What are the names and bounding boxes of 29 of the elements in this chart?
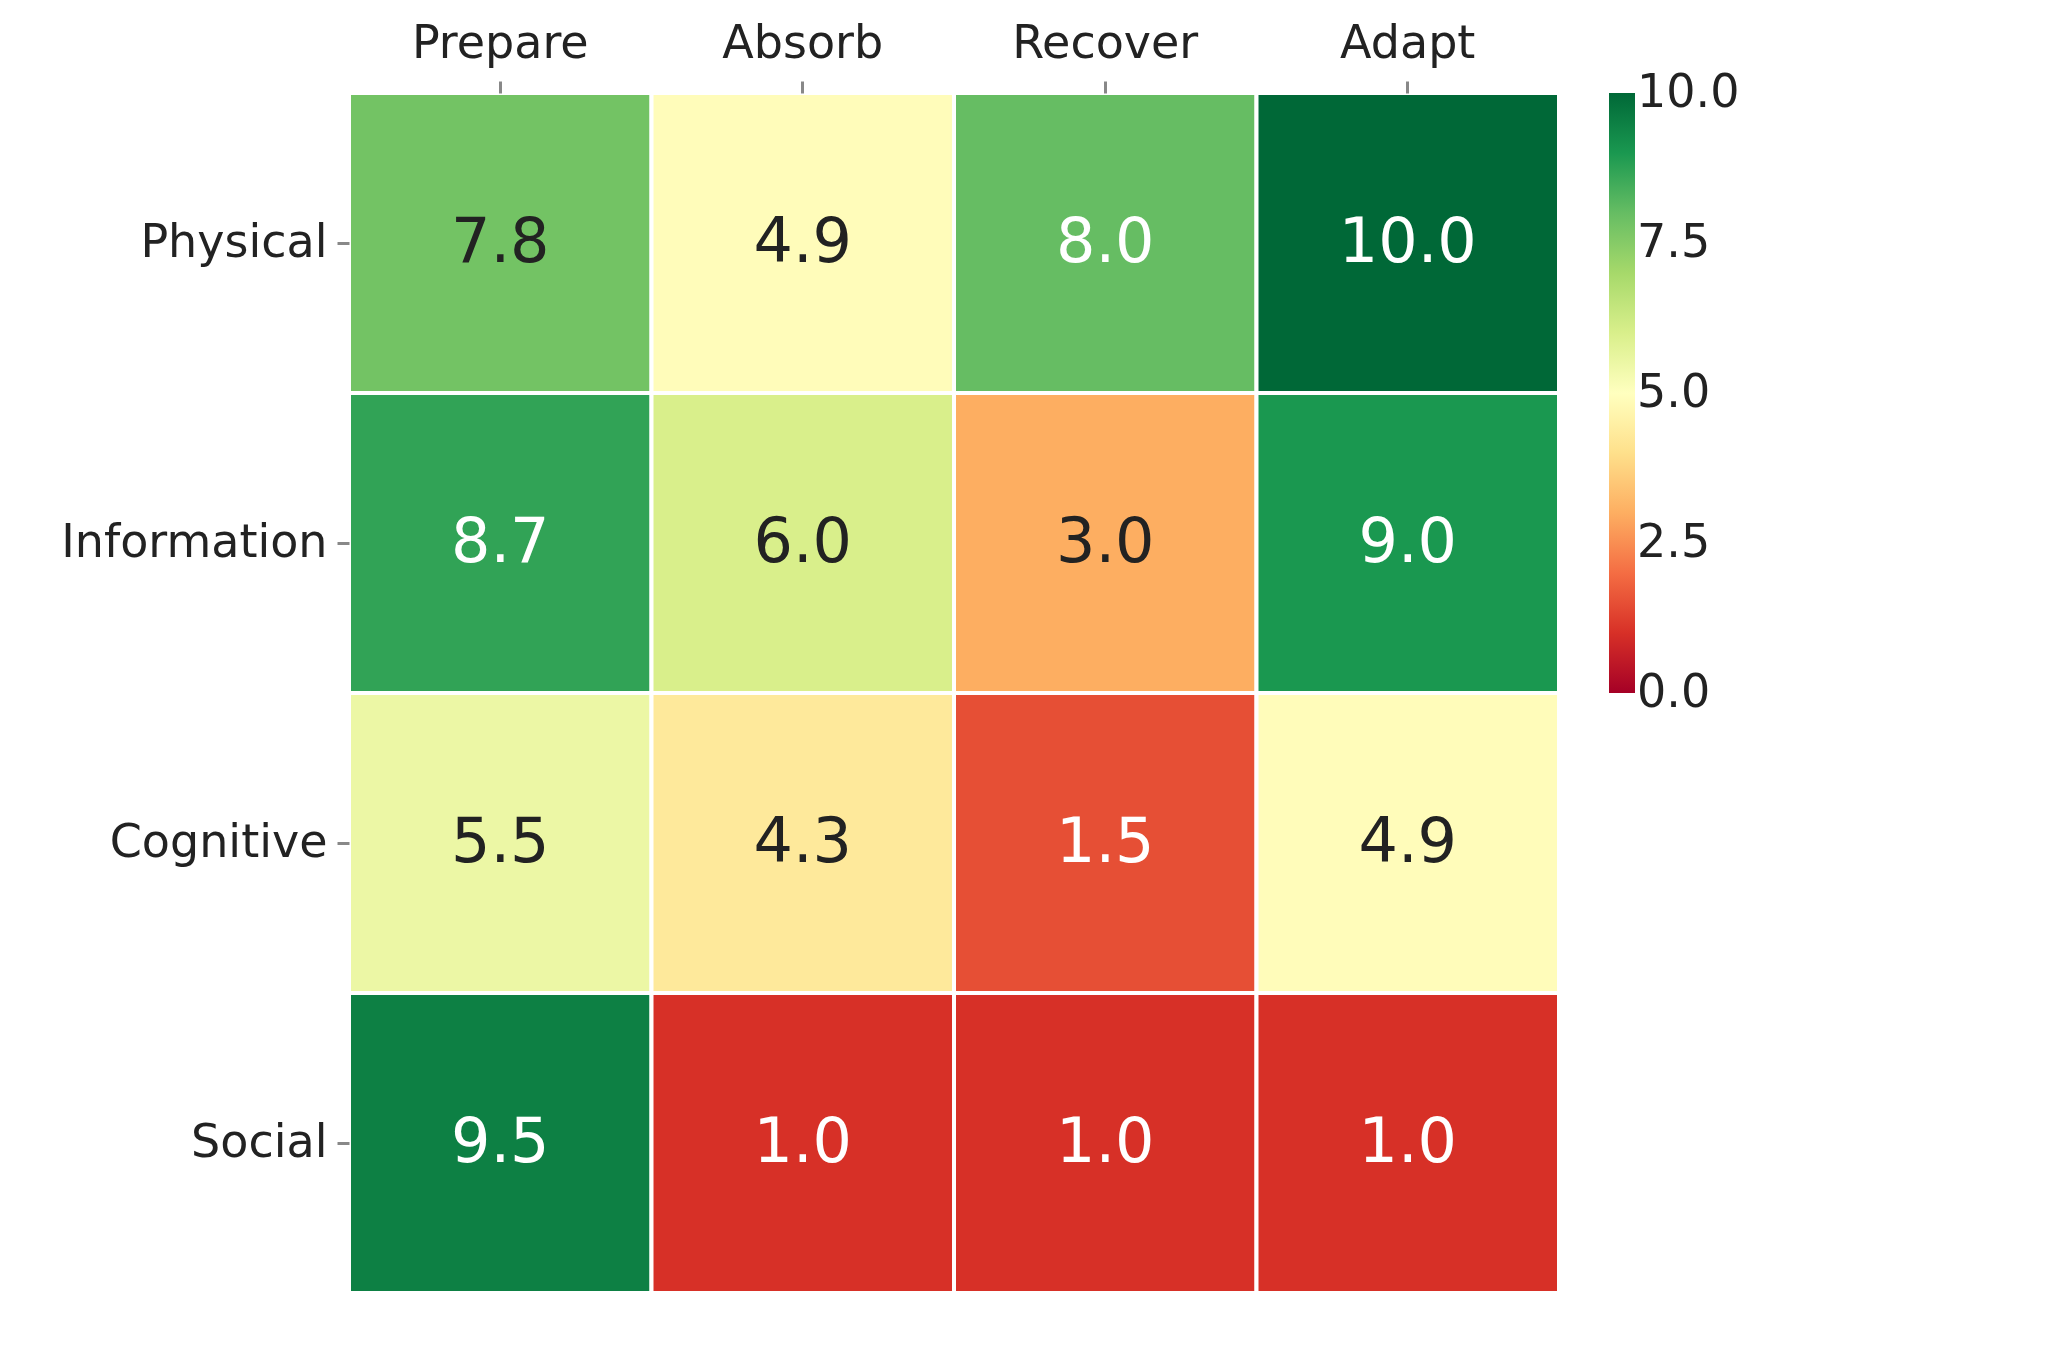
data-label: 7.8 bbox=[450, 204, 550, 277]
data-label: 4.3 bbox=[753, 804, 853, 877]
x-tick-label: Adapt bbox=[1340, 14, 1476, 69]
color-bar-label: 2.5 bbox=[1637, 514, 1711, 568]
data-label: 1.0 bbox=[753, 1104, 853, 1177]
data-label: 4.9 bbox=[1358, 804, 1458, 877]
x-tick-label: Absorb bbox=[722, 14, 884, 69]
data-label: 4.9 bbox=[753, 204, 853, 277]
data-label: 1.0 bbox=[1055, 1104, 1155, 1177]
data-label: 1.0 bbox=[1358, 1104, 1458, 1177]
data-label: 3.0 bbox=[1055, 504, 1155, 577]
y-tick-label: Social bbox=[191, 1114, 328, 1168]
x-tick-label: Recover bbox=[1012, 14, 1199, 69]
y-tick-label: Physical bbox=[140, 214, 328, 268]
data-label: 9.0 bbox=[1358, 504, 1458, 577]
color-bar-label: 0.0 bbox=[1637, 664, 1711, 718]
data-label: 6.0 bbox=[753, 504, 853, 577]
data-label: 8.0 bbox=[1055, 204, 1155, 277]
data-label: 5.5 bbox=[450, 804, 550, 877]
y-tick-label: Cognitive bbox=[109, 814, 328, 868]
data-label: 9.5 bbox=[450, 1104, 550, 1177]
x-tick-label: Prepare bbox=[411, 14, 589, 69]
color-bar-label: 10.0 bbox=[1637, 64, 1740, 118]
data-label: 1.5 bbox=[1055, 804, 1155, 877]
color-bar-label: 7.5 bbox=[1637, 214, 1711, 268]
data-label: 8.7 bbox=[450, 504, 550, 577]
data-label: 10.0 bbox=[1338, 204, 1477, 277]
y-tick-label: Information bbox=[61, 514, 328, 568]
color-bar-label: 5.0 bbox=[1637, 364, 1711, 418]
